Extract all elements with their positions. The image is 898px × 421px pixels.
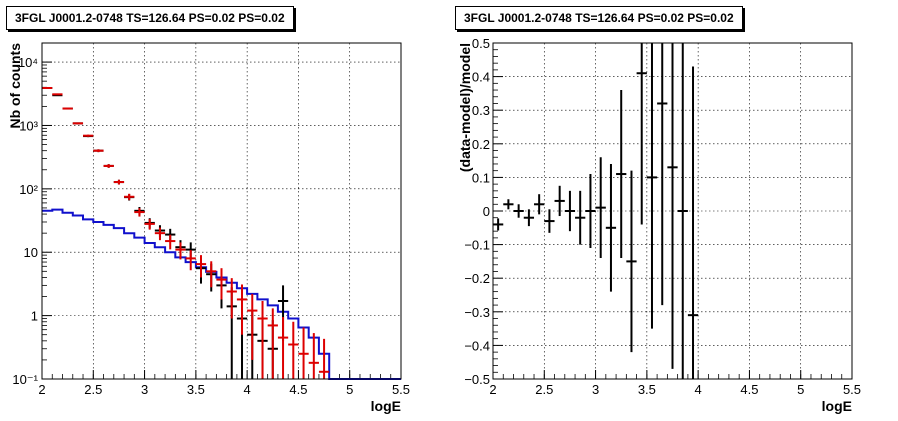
residual-point — [657, 43, 668, 306]
residual-point — [636, 43, 647, 225]
data-point-red — [42, 87, 53, 90]
residual-point — [646, 43, 658, 329]
data-point-red — [257, 301, 268, 379]
plot-frame — [492, 42, 853, 380]
residuals-panel: 2 2.5 3 3.5 4 4.5 5 5.5 −0.5 −0.4 −0.3 −0.2 −0.1 0 0.1… — [457, 36, 861, 414]
data-point-red — [154, 227, 166, 241]
data-point-red — [144, 219, 155, 230]
data-point-red — [62, 107, 73, 110]
y-tick-label: 0 — [483, 204, 490, 219]
data-point-red — [124, 193, 135, 201]
y-tick-label: −0.2 — [464, 271, 490, 286]
x-tick-label: 3 — [592, 382, 599, 397]
data-point-red — [93, 149, 104, 153]
x-tick-label: 2 — [489, 382, 496, 397]
y-tick-label: 10 — [24, 245, 38, 260]
residual-point — [595, 157, 606, 259]
residual-point — [544, 209, 555, 233]
plot-frame — [41, 42, 402, 380]
y-axis-label: Nb of counts — [7, 43, 23, 129]
residual-point — [687, 66, 699, 379]
residual-point — [534, 194, 545, 215]
x-tick-label: 3.5 — [187, 382, 205, 397]
data-point-red — [103, 164, 114, 168]
data-point-red — [318, 338, 330, 379]
x-tick-label: 5.5 — [843, 382, 861, 397]
data-point-red — [134, 208, 145, 217]
x-tick-label: 4.5 — [740, 382, 758, 397]
data-point-red — [113, 179, 125, 185]
y-tick-label: −0.3 — [464, 305, 490, 320]
data-point-red — [175, 242, 186, 260]
residual-point — [575, 190, 586, 245]
y-tick-label: 10⁻¹ — [12, 372, 38, 387]
data-point-red — [52, 93, 63, 96]
x-tick-label: 2.5 — [84, 382, 102, 397]
x-tick-label: 2 — [38, 382, 45, 397]
y-tick-label: −0.1 — [464, 238, 490, 253]
data-point-red — [308, 333, 319, 379]
y-tick-label: 0.5 — [472, 36, 490, 51]
residual-point — [626, 170, 637, 353]
y-tick-label: −0.5 — [464, 372, 490, 387]
residual-point — [523, 209, 535, 227]
x-tick-label: 4 — [244, 382, 251, 397]
data-point-red — [83, 134, 94, 137]
x-tick-label: 3 — [141, 382, 148, 397]
y-tick-label: 0.2 — [472, 137, 490, 152]
y-tick-label: 1 — [31, 309, 38, 324]
data-point-red — [206, 261, 217, 288]
residual-point — [513, 204, 524, 218]
residual-point — [677, 43, 688, 379]
residual-point — [493, 218, 504, 231]
data-point-red — [195, 255, 207, 278]
counts-histogram-panel: 2 2.5 3 3.5 4 4.5 5 5.5 10⁻¹ 1 10 10² 10³ 10⁴ logE Nb o… — [7, 42, 410, 414]
residual-point — [554, 185, 565, 217]
right-chart-title: 3FGL J0001.2-0748 TS=126.64 PS=0.02 PS=0… — [455, 6, 743, 30]
left-chart-title: 3FGL J0001.2-0748 TS=126.64 PS=0.02 PS=0… — [6, 6, 294, 30]
x-axis-label: logE — [822, 398, 852, 414]
x-tick-label: 3.5 — [638, 382, 656, 397]
x-tick-label: 4 — [695, 382, 702, 397]
x-tick-label: 2.5 — [535, 382, 553, 397]
data-point-red — [165, 234, 176, 250]
data-point-red — [267, 308, 278, 379]
data-point-red — [72, 122, 84, 125]
data-point-red — [288, 321, 299, 379]
data-point-red — [298, 327, 309, 379]
data-point-red — [277, 317, 289, 379]
y-tick-label: 0.1 — [472, 170, 490, 185]
data-point-red — [185, 250, 196, 271]
x-axis-label: logE — [371, 398, 401, 414]
residual-point — [564, 190, 576, 232]
y-tick-label: 10⁴ — [18, 55, 38, 70]
plot-area — [42, 43, 401, 379]
y-axis-label: (data-model)/model — [457, 43, 473, 172]
data-point-red — [216, 268, 227, 300]
y-tick-label: 10² — [19, 182, 38, 197]
residual-point — [616, 90, 627, 259]
data-point-red — [226, 278, 237, 319]
y-tick-label: 0.4 — [472, 70, 490, 85]
y-tick-label: 0.3 — [472, 103, 490, 118]
x-tick-label: 5 — [346, 382, 353, 397]
residual-point — [503, 199, 514, 210]
data-point-red — [236, 284, 248, 335]
residual-point — [667, 43, 678, 369]
residual-point — [605, 163, 617, 292]
y-tick-label: −0.4 — [464, 338, 490, 353]
data-point-red — [247, 293, 258, 360]
x-tick-label: 4.5 — [289, 382, 307, 397]
x-tick-label: 5.5 — [392, 382, 410, 397]
y-tick-label: 10³ — [19, 118, 38, 133]
residual-point — [585, 174, 596, 248]
x-tick-label: 5 — [797, 382, 804, 397]
